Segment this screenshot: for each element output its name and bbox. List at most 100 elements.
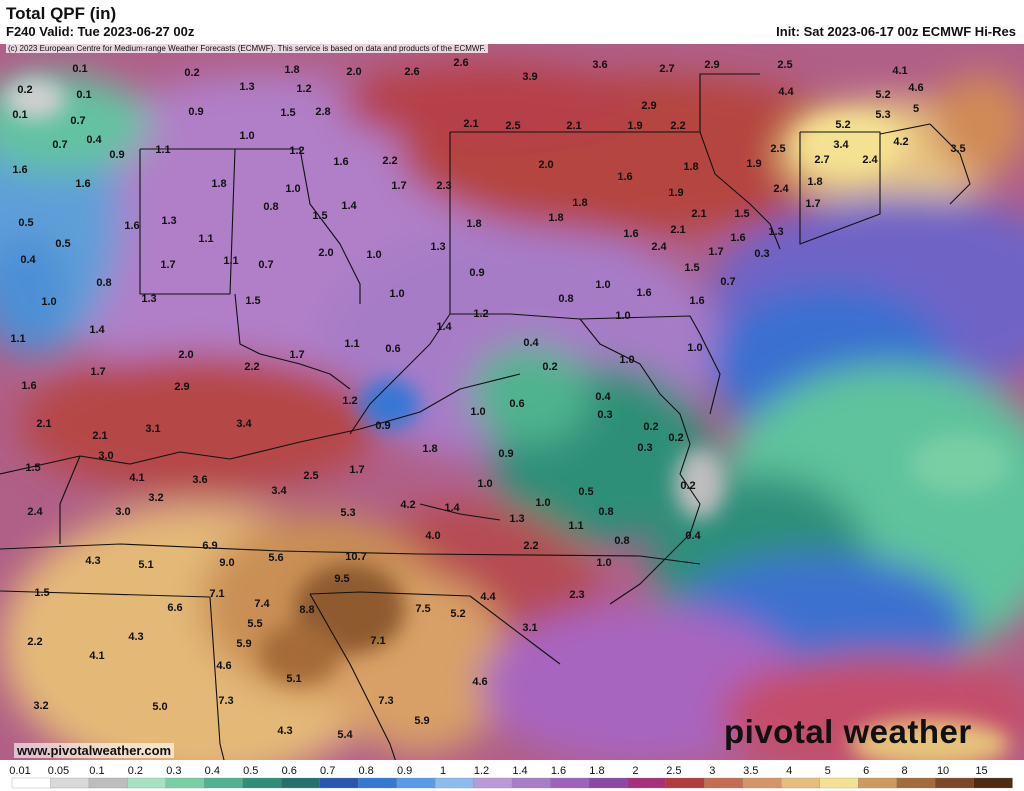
color-scale-label: 4 [786, 765, 792, 777]
color-scale-swatch [550, 777, 590, 789]
color-scale-swatch [50, 777, 90, 789]
precip-value-label: 1.8 [284, 64, 299, 76]
precip-value-label: 3.4 [271, 485, 287, 497]
precip-value-label: 0.6 [385, 343, 400, 355]
precip-value-label: 1.9 [668, 187, 683, 199]
precip-value-label: 3.4 [236, 418, 252, 430]
precip-value-label: 2.9 [641, 100, 656, 112]
precip-value-label: 1.5 [280, 107, 295, 119]
color-scale-label: 0.05 [48, 765, 69, 777]
precip-value-label: 1.1 [344, 338, 359, 350]
precip-value-label: 2.5 [770, 143, 785, 155]
precip-value-label: 1.5 [312, 210, 327, 222]
precip-value-label: 5.6 [268, 552, 283, 564]
color-scale-label: 0.4 [205, 765, 220, 777]
precip-value-label: 1.1 [10, 333, 25, 345]
precip-value-label: 1.8 [548, 212, 563, 224]
precip-value-label: 0.6 [509, 398, 524, 410]
precip-value-label: 1.8 [683, 161, 698, 173]
precip-value-label: 0.3 [754, 248, 769, 260]
precip-value-label: 2.1 [463, 118, 478, 130]
precip-value-label: 2.2 [27, 636, 42, 648]
precip-value-label: 1.0 [470, 406, 485, 418]
precip-value-label: 0.9 [469, 267, 484, 279]
precip-value-label: 0.1 [76, 89, 91, 101]
precip-value-label: 0.3 [637, 442, 652, 454]
precip-value-label: 4.2 [400, 499, 415, 511]
precip-value-label: 2.8 [315, 106, 330, 118]
precip-value-label: 1.4 [89, 324, 105, 336]
color-scale-label: 1.4 [512, 765, 527, 777]
color-scale-label: 10 [937, 765, 949, 777]
precip-value-label: 1.0 [619, 354, 634, 366]
precip-value-label: 5.9 [236, 638, 251, 650]
precip-value-label: 1.3 [509, 513, 524, 525]
color-scale-label: 0.7 [320, 765, 335, 777]
precip-value-label: 1.9 [627, 120, 642, 132]
precip-value-label: 0.5 [55, 238, 70, 250]
precip-value-label: 10.7 [345, 551, 366, 563]
precip-value-label: 0.9 [188, 106, 203, 118]
color-scale-swatch [742, 777, 782, 789]
precip-value-label: 5.2 [835, 119, 850, 131]
precip-value-label: 1.7 [160, 259, 175, 271]
precip-value-label: 5 [913, 103, 919, 115]
precip-value-label: 1.2 [473, 308, 488, 320]
precip-value-label: 1.3 [239, 81, 254, 93]
map-title: Total QPF (in) [6, 4, 117, 23]
precip-value-label: 0.2 [542, 361, 557, 373]
precip-value-label: 2.4 [773, 183, 789, 195]
precip-value-label: 0.7 [70, 115, 85, 127]
color-scale-swatch [281, 777, 321, 789]
brand-logo: pivotal weather [724, 713, 972, 750]
precip-value-label: 4.6 [908, 82, 923, 94]
precip-value-labels: 0.10.2 0.10.1 0.70.7 0.40.90.21.30.91.01.11… [10, 57, 965, 741]
color-scale-label: 0.5 [243, 765, 258, 777]
precip-value-label: 8.8 [299, 604, 314, 616]
precip-value-label: 2.2 [670, 120, 685, 132]
precip-value-label: 1.5 [25, 462, 40, 474]
precip-value-label: 1.0 [366, 249, 381, 261]
color-scale-swatch [896, 777, 936, 789]
color-scale-label: 6 [863, 765, 869, 777]
color-scale-swatch [127, 777, 167, 789]
precip-value-label: 1.1 [155, 144, 170, 156]
precip-field [0, 44, 1024, 760]
precip-value-label: 2.0 [318, 247, 333, 259]
precip-value-label: 7.3 [378, 695, 393, 707]
precip-value-label: 5.1 [286, 673, 301, 685]
precip-value-label: 2.9 [704, 59, 719, 71]
precip-value-label: 2.4 [651, 241, 667, 253]
precip-value-label: 1.7 [708, 246, 723, 258]
precip-value-label: 1.4 [444, 502, 460, 514]
precip-value-label: 2.1 [566, 120, 581, 132]
precip-value-label: 1.9 [746, 158, 761, 170]
precip-value-label: 1.8 [572, 197, 587, 209]
precip-value-label: 0.2 [668, 432, 683, 444]
precip-value-label: 7.1 [370, 635, 385, 647]
color-scale-swatch [627, 777, 667, 789]
color-scale-label: 15 [975, 765, 987, 777]
color-scale-label: 1.2 [474, 765, 489, 777]
precip-value-label: 1.2 [342, 395, 357, 407]
precip-value-label: 2.2 [382, 155, 397, 167]
color-scale-label: 1.8 [589, 765, 604, 777]
precip-value-label: 1.0 [389, 288, 404, 300]
color-scale-swatch [434, 777, 475, 789]
precip-value-label: 2.7 [814, 154, 829, 166]
color-scale-swatch [588, 777, 629, 789]
precip-value-label: 1.5 [34, 587, 49, 599]
precip-value-label: 2.2 [523, 540, 538, 552]
precip-value-label: 1.0 [477, 478, 492, 490]
precip-value-label: 4.2 [893, 136, 908, 148]
precip-value-label: 0.2 [643, 421, 658, 433]
color-scale-label: 2 [632, 765, 638, 777]
precip-value-label: 3.5 [950, 143, 965, 155]
color-scale-swatch [165, 777, 205, 789]
precip-value-label: 1.4 [341, 200, 357, 212]
precip-value-label: 2.1 [691, 208, 706, 220]
precip-value-label: 0.1 [72, 63, 87, 75]
precip-value-label: 1.6 [12, 164, 27, 176]
precip-value-label: 0.8 [96, 277, 111, 289]
